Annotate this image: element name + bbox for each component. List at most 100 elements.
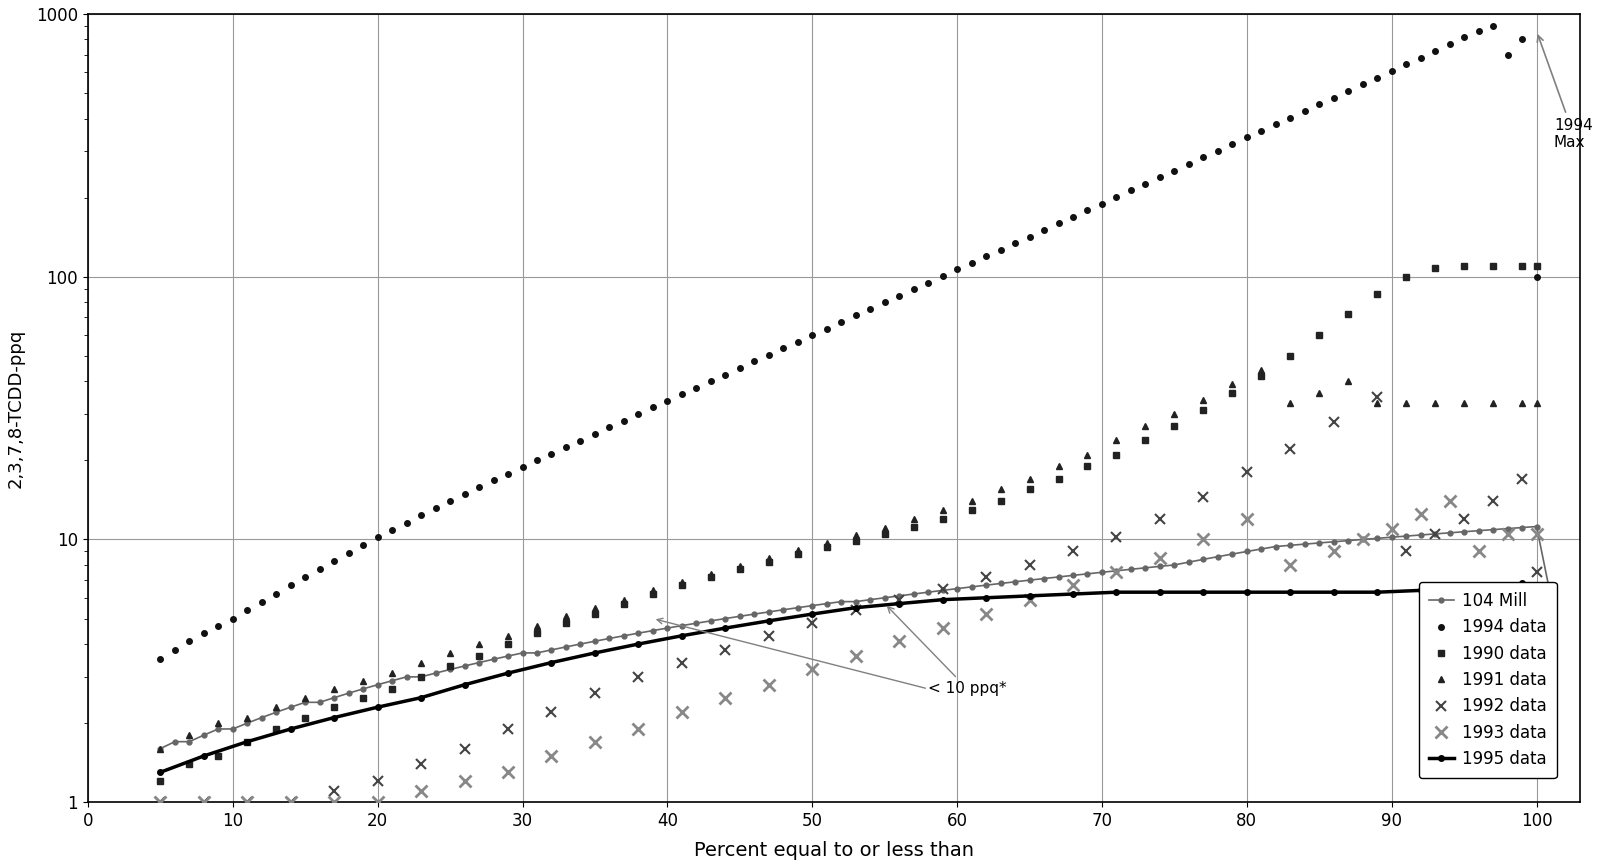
1995 data [281,724,300,734]
1993 data [151,797,170,807]
1992 data [1513,473,1532,484]
104 Mill [1541,592,1561,603]
1994 data [338,548,358,558]
1995 data [1150,587,1169,597]
1992 data [1193,492,1213,502]
1992 data [194,797,213,807]
1991 data [1251,365,1270,375]
1990 data [266,724,286,734]
1991 data [730,561,749,571]
1992 data [1484,496,1503,506]
1990 data [151,776,170,786]
1993 data [542,751,561,761]
1995 data [672,630,691,641]
Line: 104 Mill: 104 Mill [157,524,1554,751]
1993 data [1020,595,1039,605]
1991 data [1455,398,1474,408]
1992 data [890,595,909,605]
1991 data [382,668,401,678]
1994 data [1527,271,1546,282]
1991 data [1136,420,1155,431]
1994 data [845,310,865,321]
1992 data [367,776,387,786]
1991 data [1193,394,1213,405]
1994 data [890,290,909,301]
1990 data [905,521,924,531]
1995 data [542,657,561,668]
1992 data [1107,532,1126,543]
1994 data [1484,21,1503,31]
1990 data [353,693,372,703]
1990 data [934,513,953,524]
1992 data [1426,529,1445,539]
1990 data [1368,289,1387,299]
1992 data [845,604,865,615]
1991 data [643,585,662,596]
1992 data [1280,444,1299,454]
1990 data [991,496,1011,506]
104 Mill [151,743,170,753]
1995 data [1325,587,1344,597]
1995 data [1237,587,1256,597]
1990 data [1222,388,1241,399]
1992 data [802,618,821,629]
1993 data [237,797,257,807]
1992 data [629,672,648,682]
1993 data [802,664,821,675]
104 Mill [513,648,533,658]
1991 data [324,684,343,694]
1990 data [1251,370,1270,381]
1991 data [1397,398,1416,408]
1990 data [1426,263,1445,273]
1991 data [1165,409,1184,420]
1993 data [934,623,953,633]
1992 data [324,786,343,797]
1990 data [412,672,431,682]
1990 data [557,618,576,629]
1990 data [441,661,460,671]
1991 data [1107,434,1126,445]
104 Mill [252,713,271,723]
1992 data [1368,391,1387,401]
1991 data [905,513,924,524]
Line: 1990 data: 1990 data [157,263,1540,785]
1991 data [1309,388,1328,399]
1991 data [1368,398,1387,408]
1990 data [672,580,691,590]
1992 data [585,688,605,699]
1991 data [412,657,431,668]
1991 data [934,505,953,515]
1993 data [715,693,735,703]
1991 data [1513,398,1532,408]
1990 data [962,505,982,515]
1991 data [1484,398,1503,408]
1994 data [151,654,170,664]
1991 data [528,621,547,631]
1995 data [194,751,213,761]
1993 data [1412,509,1431,519]
1991 data [876,522,895,532]
1992 data [151,797,170,807]
Line: 1995 data: 1995 data [157,581,1554,775]
1993 data [367,797,387,807]
1992 data [1237,467,1256,478]
1991 data [991,485,1011,495]
1992 data [1455,513,1474,524]
1992 data [672,657,691,668]
1991 data [701,569,720,579]
1990 data [209,751,228,761]
1995 data [1280,587,1299,597]
1990 data [528,628,547,638]
1992 data [1527,567,1546,577]
1992 data [759,630,778,641]
1992 data [412,759,431,769]
104 Mill [948,583,967,594]
1990 data [1513,261,1532,271]
1991 data [470,639,489,649]
1993 data [1498,529,1517,539]
1990 data [759,557,778,567]
1990 data [1078,461,1097,472]
1991 data [1049,461,1068,472]
Line: 1991 data: 1991 data [157,367,1540,752]
1990 data [1107,450,1126,460]
